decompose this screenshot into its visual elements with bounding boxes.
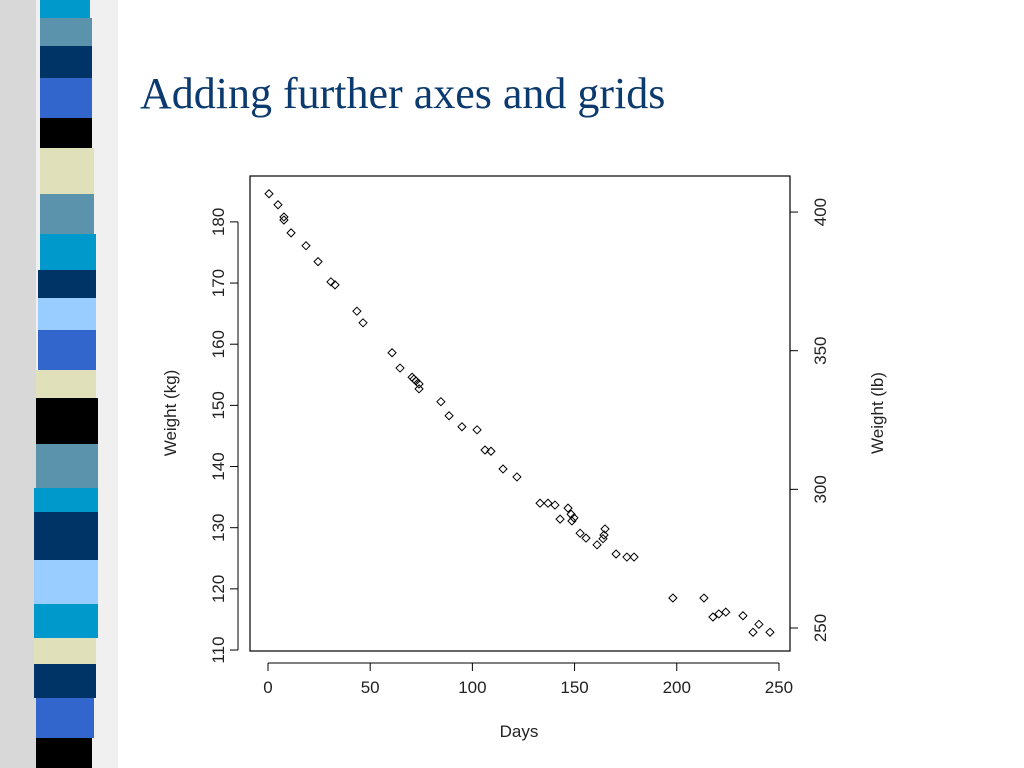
data-point <box>581 533 591 543</box>
data-point <box>387 348 397 358</box>
data-point <box>326 277 336 287</box>
data-point <box>279 215 289 225</box>
data-point <box>708 612 718 622</box>
y2-tick-label: 250 <box>811 614 830 642</box>
data-point <box>599 530 609 540</box>
x-tick-label: 150 <box>560 678 588 697</box>
data-point <box>699 593 709 603</box>
y2-tick-label: 400 <box>811 198 830 226</box>
data-point <box>600 524 610 534</box>
data-point <box>457 422 467 432</box>
data-point <box>286 228 296 238</box>
y-tick-label: 140 <box>209 452 228 480</box>
data-point <box>611 549 621 559</box>
data-point <box>358 318 368 328</box>
data-point <box>472 425 482 435</box>
data-point <box>550 500 560 510</box>
data-point <box>313 256 323 267</box>
y2-tick-label: 300 <box>811 475 830 503</box>
data-point <box>765 627 775 637</box>
x-tick-label: 100 <box>458 678 486 697</box>
data-point <box>301 241 311 251</box>
data-point <box>622 552 632 562</box>
data-point <box>264 189 274 199</box>
y-tick-label: 170 <box>209 269 228 297</box>
x-axis-label: Days <box>500 722 539 741</box>
data-point <box>330 280 340 290</box>
x-tick-label: 50 <box>361 678 380 697</box>
y-tick-label: 160 <box>209 330 228 358</box>
data-point <box>436 396 446 407</box>
y-tick-label: 180 <box>209 208 228 236</box>
x-tick-label: 0 <box>263 678 272 697</box>
data-point <box>414 379 424 389</box>
y-tick-label: 110 <box>209 636 228 663</box>
data-point <box>486 446 496 456</box>
data-point <box>444 411 454 421</box>
data-point <box>480 445 490 455</box>
data-point <box>748 627 758 637</box>
data-point <box>279 212 289 222</box>
data-point <box>543 498 553 508</box>
data-point <box>629 552 639 562</box>
data-point <box>498 464 508 474</box>
y-tick-label: 150 <box>209 391 228 419</box>
data-point <box>575 528 585 538</box>
data-point <box>714 609 724 619</box>
y2-axis-label: Weight (lb) <box>868 372 887 454</box>
data-point <box>754 619 764 630</box>
slide-title: Adding further axes and grids <box>140 69 665 118</box>
data-point <box>721 607 731 617</box>
y-tick-label: 130 <box>209 514 228 542</box>
data-point <box>592 540 602 550</box>
data-point <box>535 498 545 508</box>
data-point <box>563 503 573 513</box>
data-point <box>569 513 579 523</box>
data-point <box>738 611 748 621</box>
data-point <box>273 200 283 210</box>
data-point <box>352 306 362 316</box>
data-point <box>512 472 522 482</box>
stripe-decoration <box>0 0 118 768</box>
plot-frame <box>249 175 791 652</box>
y-tick-label: 120 <box>209 575 228 603</box>
data-point <box>668 593 678 603</box>
data-point <box>555 514 565 524</box>
y-axis-label: Weight (kg) <box>161 370 180 457</box>
y2-tick-label: 350 <box>811 337 830 365</box>
x-tick-label: 250 <box>765 678 793 697</box>
data-point <box>414 384 424 394</box>
data-point <box>567 516 577 526</box>
data-point <box>395 363 405 373</box>
x-tick-label: 200 <box>663 678 691 697</box>
